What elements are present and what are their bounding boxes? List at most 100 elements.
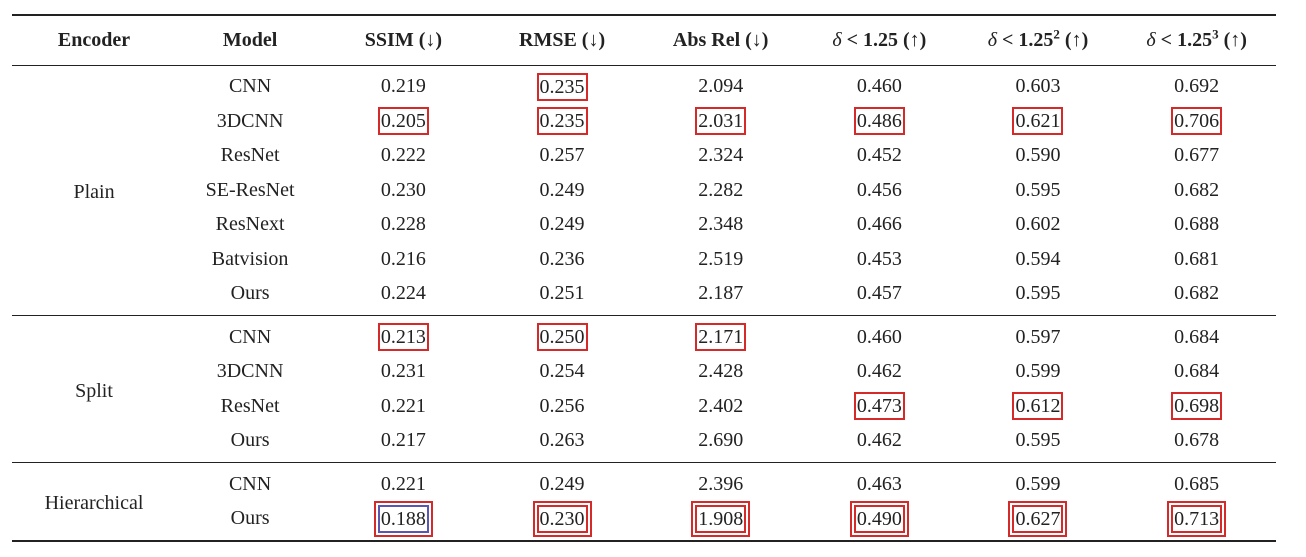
ssim-cell: 0.188: [324, 502, 483, 542]
highlight-box: 0.250: [536, 323, 588, 352]
rmse-cell: 0.235: [483, 104, 642, 139]
model-cell: CNN: [228, 472, 272, 495]
rmse-cell: 0.256: [539, 394, 585, 417]
header-row: Encoder Model SSIM (↓) RMSE (↓) Abs Rel …: [12, 14, 1276, 66]
model-cell: ResNext: [215, 213, 285, 236]
highlight-box: 0.627: [1012, 504, 1064, 533]
delta1-cell: 0.473: [800, 389, 959, 424]
delta2-cell: 0.590: [1015, 144, 1061, 167]
rmse-cell: 0.249: [539, 178, 585, 201]
header-delta1: δ < 1.25 (↑): [800, 14, 959, 66]
table-row: ResNext 0.228 0.249 2.348 0.466 0.602 0.…: [12, 208, 1276, 243]
encoder-cell: Hierarchical: [44, 492, 144, 514]
rmse-cell: 0.249: [539, 472, 585, 495]
model-cell: Ours: [230, 429, 270, 452]
model-cell: CNN: [228, 75, 272, 98]
encoder-cell: Plain: [73, 180, 115, 203]
table-row: Split CNN 0.213 0.250 2.171 0.460 0.597 …: [12, 316, 1276, 402]
highlight-box: 0.612: [1012, 392, 1064, 421]
delta3-cell: 0.684: [1174, 325, 1220, 348]
table-row: Ours 0.224 0.251 2.187 0.457 0.595 0.682: [12, 277, 1276, 316]
delta1-cell: 0.452: [856, 144, 902, 167]
ssim-cell: 0.221: [380, 472, 426, 495]
ssim-cell: 0.222: [380, 144, 426, 167]
highlight-box: 0.205: [377, 107, 429, 136]
delta-symbol: δ: [1146, 28, 1156, 51]
highlight-box: 0.706: [1171, 107, 1223, 136]
absrel-cell: 2.094: [698, 75, 744, 98]
encoder-cell: Split: [75, 379, 113, 402]
table-row: Ours 0.217 0.263 2.690 0.462 0.595 0.678: [12, 424, 1276, 463]
highlight-box: 0.230: [536, 504, 588, 533]
delta1-cell: 0.463: [856, 472, 902, 495]
delta1-cell: 0.466: [856, 213, 902, 236]
highlight-box: 0.473: [853, 392, 905, 421]
table-row: ResNet 0.222 0.257 2.324 0.452 0.590 0.6…: [12, 139, 1276, 174]
model-cell: ResNet: [220, 394, 280, 417]
absrel-cell: 2.402: [698, 394, 744, 417]
delta3-cell: 0.713: [1117, 502, 1276, 542]
delta2-cell: 0.599: [1015, 472, 1061, 495]
ssim-cell: 0.205: [324, 104, 483, 139]
delta3-cell: 0.698: [1117, 389, 1276, 424]
table-header: Encoder Model SSIM (↓) RMSE (↓) Abs Rel …: [12, 14, 1276, 66]
model-cell: Ours: [230, 282, 270, 305]
delta2-cell: 0.595: [1015, 429, 1061, 452]
delta2-cell: 0.597: [1015, 325, 1061, 348]
header-ssim: SSIM (↓): [324, 14, 483, 66]
absrel-cell: 2.282: [698, 178, 744, 201]
delta1-cell: 0.462: [856, 429, 902, 452]
absrel-cell: 2.519: [698, 247, 744, 270]
table-row: 3DCNN 0.231 0.254 2.428 0.462 0.599 0.68…: [12, 355, 1276, 390]
absrel-cell: 2.171: [641, 316, 800, 355]
table-row: Hierarchical CNN 0.221 0.249 2.396 0.463…: [12, 463, 1276, 514]
highlight-box: 0.713: [1171, 504, 1223, 533]
delta3-cell: 0.678: [1174, 429, 1220, 452]
delta2-cell: 0.627: [959, 502, 1118, 542]
model-cell: SE-ResNet: [205, 178, 295, 201]
delta3-cell: 0.682: [1174, 178, 1220, 201]
header-delta2-exponent: 2: [1053, 26, 1060, 42]
delta2-cell: 0.603: [1015, 75, 1061, 98]
rmse-cell: 0.251: [539, 282, 585, 305]
highlight-box: 0.621: [1012, 107, 1064, 136]
delta1-cell: 0.460: [856, 325, 902, 348]
delta3-cell: 0.682: [1174, 282, 1220, 305]
highlight-box: 0.486: [853, 107, 905, 136]
rmse-cell: 0.257: [539, 144, 585, 167]
delta3-cell: 0.706: [1117, 104, 1276, 139]
header-delta2-arrow: (↑): [1059, 28, 1089, 51]
header-delta1-text: < 1.25 (↑): [841, 28, 927, 51]
model-cell: 3DCNN: [216, 360, 284, 383]
rmse-cell: 0.254: [539, 360, 585, 383]
ssim-cell: 0.219: [380, 75, 426, 98]
ssim-cell: 0.217: [380, 429, 426, 452]
header-delta3-text: < 1.25: [1155, 28, 1213, 51]
delta1-cell: 0.457: [856, 282, 902, 305]
absrel-cell: 2.187: [698, 282, 744, 305]
rmse-cell: 0.236: [539, 247, 585, 270]
ssim-cell: 0.221: [380, 394, 426, 417]
header-absrel: Abs Rel (↓): [641, 14, 801, 66]
ssim-cell: 0.228: [380, 213, 426, 236]
delta1-cell: 0.462: [856, 360, 902, 383]
header-delta2: δ < 1.252 (↑): [958, 14, 1118, 66]
delta1-cell: 0.453: [856, 247, 902, 270]
absrel-cell: 2.690: [698, 429, 744, 452]
delta-symbol: δ: [987, 28, 997, 51]
table-row: SE-ResNet 0.230 0.249 2.282 0.456 0.595 …: [12, 173, 1276, 208]
highlight-box: 0.235: [536, 107, 588, 136]
delta1-cell: 0.460: [856, 75, 902, 98]
table-row: Plain CNN 0.219 0.235 2.094 0.460 0.603 …: [12, 65, 1276, 203]
table-row: ResNet 0.221 0.256 2.402 0.473 0.612 0.6…: [12, 389, 1276, 424]
results-table: Encoder Model SSIM (↓) RMSE (↓) Abs Rel …: [12, 14, 1276, 542]
rmse-cell: 0.263: [539, 429, 585, 452]
table-row: Batvision 0.216 0.236 2.519 0.453 0.594 …: [12, 242, 1276, 277]
ssim-cell: 0.230: [380, 178, 426, 201]
delta3-cell: 0.688: [1174, 213, 1220, 236]
highlight-box: 0.213: [377, 323, 429, 352]
model-cell: CNN: [228, 325, 272, 348]
delta1-cell: 0.486: [800, 104, 959, 139]
group-split: Split CNN 0.213 0.250 2.171 0.460 0.597 …: [12, 316, 1276, 463]
header-delta3: δ < 1.253 (↑): [1117, 14, 1276, 66]
